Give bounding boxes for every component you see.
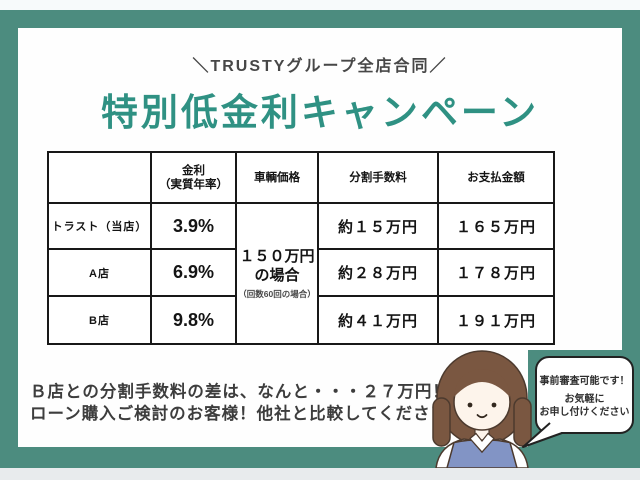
speech-bubble: 事前審査可能です！ お気軽に お申し付けください [535, 356, 634, 434]
store-label: B店 [47, 295, 152, 345]
fee-cell: 約１５万円 [317, 202, 439, 250]
rate-cell: 3.9% [150, 202, 237, 250]
rate-comparison-table: 金利 （実質年率） 車輌価格 分割手数料 お支払金額 トラスト（当店） 3.9%… [47, 151, 555, 345]
speech-bubble-tail [522, 422, 563, 448]
header-rate: 金利 （実質年率） [150, 151, 237, 204]
bubble-line1: 事前審査可能です！ [539, 375, 630, 387]
bubble-line3: お申し付けください [539, 406, 630, 418]
price-line1: １５０万円 [239, 248, 315, 265]
footer-message: Ｂ店との分割手数料の差は、なんと・・・２７万円！ ローン購入ご検討のお客様！他社… [30, 381, 466, 425]
table-row-a: A店 6.9% 約２８万円 １７８万円 [47, 248, 555, 297]
table-row-trust: トラスト（当店） 3.9% １５０万円 の場合 （回数60回の場合） 約１５万円… [47, 202, 555, 345]
staff-woman-illustration [432, 350, 532, 468]
photo-margin-bottom [0, 468, 640, 480]
footer-line2: ローン購入ご検討のお客様！他社と比較してください！ [30, 405, 466, 423]
header-price: 車輌価格 [235, 151, 319, 204]
campaign-title: 特別低金利キャンペーン [100, 92, 540, 133]
fee-cell: 約４１万円 [317, 295, 439, 345]
price-cell: １５０万円 の場合 （回数60回の場合） [235, 202, 319, 345]
header-rate-main: 金利 [182, 164, 205, 177]
table-header-row: 金利 （実質年率） 車輌価格 分割手数料 お支払金額 [47, 151, 555, 204]
fee-cell: 約２８万円 [317, 248, 439, 297]
header-store [47, 151, 152, 204]
price-line2: の場合 [254, 267, 300, 284]
price-note: （回数60回の場合） [238, 289, 316, 299]
table-row-b: B店 9.8% 約４１万円 １９１万円 [47, 295, 555, 345]
total-cell: １７８万円 [437, 248, 555, 297]
total-cell: １６５万円 [437, 202, 555, 250]
header-total: お支払金額 [437, 151, 555, 204]
rate-cell: 9.8% [150, 295, 237, 345]
store-label: トラスト（当店） [47, 202, 152, 250]
total-cell: １９１万円 [437, 295, 555, 345]
photo-margin-top [0, 0, 640, 10]
header-fee: 分割手数料 [317, 151, 439, 204]
group-tagline: ＼TRUSTYグループ全店合同／ [192, 58, 448, 75]
rate-cell: 6.9% [150, 248, 237, 297]
header-rate-sub: （実質年率） [159, 178, 228, 191]
footer-line1: Ｂ店との分割手数料の差は、なんと・・・２７万円！ [30, 383, 450, 401]
bubble-line2: お気軽に [564, 393, 605, 405]
store-label: A店 [47, 248, 152, 297]
